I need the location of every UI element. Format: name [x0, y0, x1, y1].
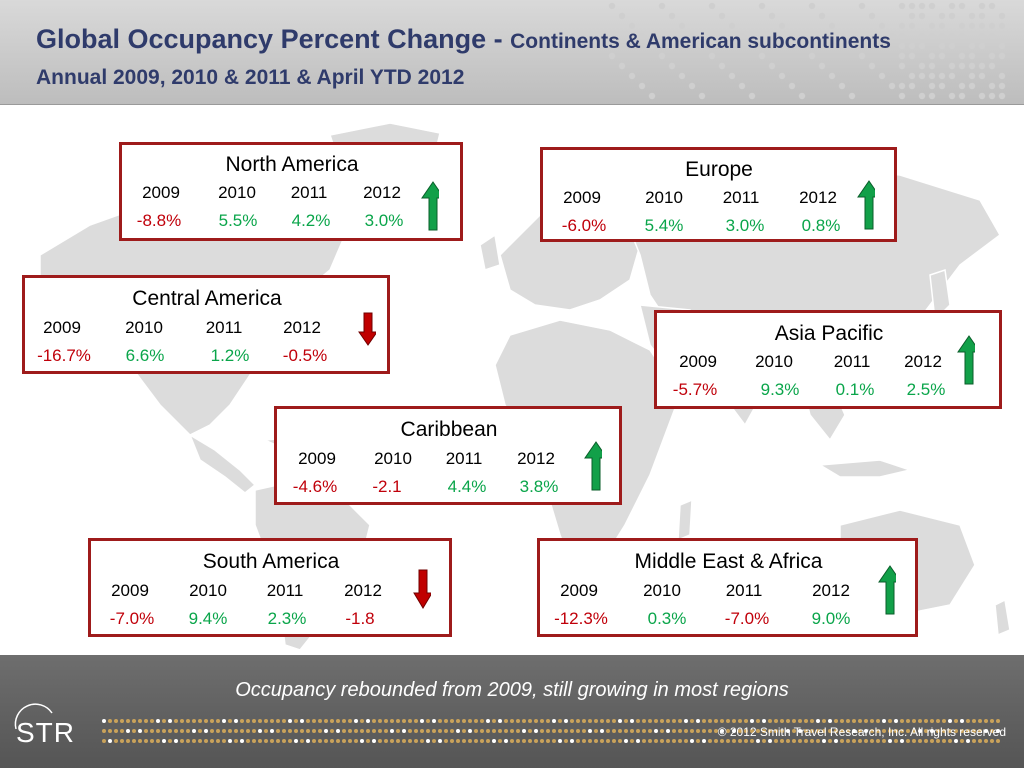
- value-label: 4.4%: [447, 477, 487, 496]
- year-label: 2009: [298, 449, 336, 468]
- year-label: 2009: [142, 183, 180, 202]
- value-label: -2.1: [372, 477, 402, 496]
- value-label: 1.2%: [210, 346, 250, 365]
- year-label: 2009: [679, 352, 717, 371]
- value-label: -12.3%: [554, 609, 608, 628]
- value-label: 3.0%: [725, 216, 765, 235]
- region-name: Middle East & Africa: [634, 550, 823, 573]
- year-label: 2009: [111, 581, 149, 600]
- region-name: Europe: [685, 158, 753, 181]
- up-arrow-icon: [878, 565, 896, 615]
- copyright: © 2012 Smith Travel Research, Inc. All r…: [717, 725, 1006, 739]
- value-label: -4.6%: [292, 477, 338, 496]
- year-label: 2010: [218, 183, 256, 202]
- year-label: 2011: [722, 188, 760, 207]
- value-label: -8.8%: [136, 211, 182, 230]
- region-asia-pacific: Asia Pacific 2009 2010 2011 2012 -5.7% 9…: [654, 310, 1002, 409]
- up-arrow-icon: [957, 335, 975, 385]
- year-label: 2011: [205, 318, 243, 337]
- region-name: North America: [225, 153, 359, 176]
- value-label: 9.0%: [811, 609, 851, 628]
- footer-dot-pattern: [102, 719, 1000, 743]
- year-label: 2011: [290, 183, 328, 202]
- title-main: Global Occupancy Percent Change -: [36, 24, 511, 54]
- year-label: 2011: [725, 581, 763, 600]
- value-label: 5.5%: [218, 211, 258, 230]
- year-label: 2009: [563, 188, 601, 207]
- year-label: 2010: [374, 449, 412, 468]
- value-label: 3.0%: [364, 211, 404, 230]
- year-label: 2011: [833, 352, 871, 371]
- value-label: 9.3%: [760, 380, 800, 399]
- str-logo: STR: [16, 717, 75, 748]
- region-south-america: South America 2009 2010 2011 2012 -7.0% …: [88, 538, 452, 637]
- value-label: 6.6%: [125, 346, 165, 365]
- value-label: -1.8: [345, 609, 375, 628]
- value-label: 3.8%: [519, 477, 559, 496]
- value-label: -7.0%: [724, 609, 770, 628]
- down-arrow-icon: [413, 569, 431, 609]
- header: Global Occupancy Percent Change - Contin…: [0, 0, 1024, 105]
- region-name: Central America: [132, 287, 282, 310]
- year-label: 2010: [125, 318, 163, 337]
- region-name: South America: [202, 550, 340, 573]
- up-arrow-icon: [584, 441, 602, 491]
- year-label: 2012: [904, 352, 942, 371]
- value-label: 0.8%: [801, 216, 841, 235]
- title-sub: Continents & American subcontinents: [510, 30, 891, 53]
- value-label: -6.0%: [561, 216, 607, 235]
- year-label: 2012: [799, 188, 837, 207]
- page-title: Global Occupancy Percent Change - Contin…: [36, 24, 891, 55]
- region-europe: Europe 2009 2010 2011 2012 -6.0% 5.4% 3.…: [540, 147, 897, 242]
- value-label: -7.0%: [109, 609, 155, 628]
- year-label: 2012: [344, 581, 382, 600]
- year-label: 2011: [445, 449, 483, 468]
- region-caribbean: Caribbean 2009 2010 2011 2012 -4.6% -2.1…: [274, 406, 622, 505]
- up-arrow-icon: [857, 180, 875, 230]
- year-label: 2012: [363, 183, 401, 202]
- value-label: 2.5%: [906, 380, 946, 399]
- year-label: 2012: [517, 449, 555, 468]
- value-label: 0.1%: [835, 380, 875, 399]
- value-label: 9.4%: [188, 609, 228, 628]
- str-logo-arc-icon: [14, 703, 53, 730]
- year-label: 2009: [560, 581, 598, 600]
- year-label: 2010: [645, 188, 683, 207]
- page-subtitle: Annual 2009, 2010 & 2011 & April YTD 201…: [36, 66, 465, 89]
- up-arrow-icon: [421, 181, 439, 231]
- footer: Occupancy rebounded from 2009, still gro…: [0, 655, 1024, 768]
- value-label: 0.3%: [647, 609, 687, 628]
- year-label: 2009: [43, 318, 81, 337]
- value-label: 5.4%: [644, 216, 684, 235]
- region-central-america: Central America 2009 2010 2011 2012 -16.…: [22, 275, 390, 374]
- header-dot-pattern: [608, 2, 1006, 100]
- region-north-america: North America 2009 2010 2011 2012 -8.8% …: [119, 142, 463, 241]
- region-name: Asia Pacific: [774, 322, 884, 345]
- region-name: Caribbean: [400, 418, 498, 441]
- year-label: 2011: [266, 581, 304, 600]
- year-label: 2012: [812, 581, 850, 600]
- down-arrow-icon: [358, 312, 376, 346]
- year-label: 2012: [283, 318, 321, 337]
- value-label: 2.3%: [267, 609, 307, 628]
- value-label: -16.7%: [37, 346, 91, 365]
- value-label: -5.7%: [672, 380, 718, 399]
- value-label: 4.2%: [291, 211, 331, 230]
- year-label: 2010: [643, 581, 681, 600]
- value-label: -0.5%: [282, 346, 328, 365]
- tagline: Occupancy rebounded from 2009, still gro…: [235, 679, 789, 701]
- year-label: 2010: [189, 581, 227, 600]
- region-middle-east-africa: Middle East & Africa 2009 2010 2011 2012…: [537, 538, 918, 637]
- year-label: 2010: [755, 352, 793, 371]
